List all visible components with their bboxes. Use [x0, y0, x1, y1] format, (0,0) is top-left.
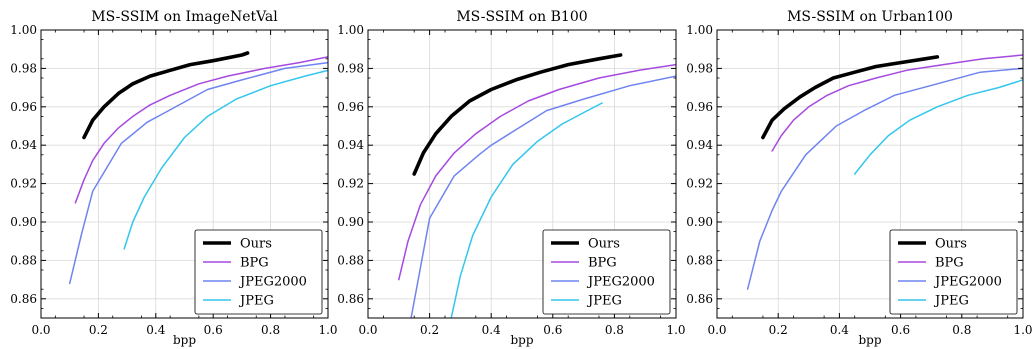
y-tick-label: 0.88: [10, 253, 37, 267]
x-tick-label: 1.0: [318, 323, 337, 337]
x-tick-label: 0.8: [952, 323, 971, 337]
x-tick-label: 0.0: [358, 323, 377, 337]
y-tick-label: 0.92: [337, 177, 364, 191]
legend-label-ours: Ours: [588, 237, 620, 252]
y-tick-label: 0.88: [686, 253, 713, 267]
legend-label-bpg: BPG: [240, 256, 269, 271]
x-tick-label: 0.6: [204, 323, 223, 337]
x-axis-label: bpp: [510, 333, 533, 347]
x-axis-label: bpp: [173, 333, 196, 347]
x-tick-label: 0.6: [891, 323, 910, 337]
chart-title: MS-SSIM on Urban100: [787, 9, 953, 25]
series-line-jpeg2000: [410, 75, 676, 318]
y-tick-label: 0.88: [337, 253, 364, 267]
x-tick-label: 0.8: [605, 323, 624, 337]
x-tick-label: 0.4: [830, 323, 849, 337]
legend: Ours BPG JPEG2000 JPEG: [542, 229, 671, 315]
x-tick-label: 0.2: [89, 323, 108, 337]
y-tick-label: 0.90: [686, 215, 713, 229]
legend-label-ours: Ours: [240, 237, 272, 252]
series-line-ours: [82, 51, 250, 140]
y-tick-label: 0.86: [686, 292, 713, 306]
x-tick-label: 1.0: [1013, 323, 1032, 337]
legend-label-jpeg2000: JPEG2000: [933, 275, 1002, 290]
x-tick-label: 0.4: [482, 323, 501, 337]
legend-box: [889, 229, 1018, 315]
series-line-jpeg2000: [68, 61, 328, 285]
series-line-ours: [761, 55, 940, 140]
series-line-bpg: [771, 54, 1023, 152]
series-line-jpeg: [853, 79, 1023, 175]
series-line-ours: [412, 53, 623, 176]
y-tick-label: 1.00: [10, 23, 37, 37]
y-tick-label: 0.94: [686, 138, 713, 152]
y-tick-label: 0.94: [10, 138, 37, 152]
x-tick-label: 0.2: [769, 323, 788, 337]
y-tick-label: 0.98: [337, 61, 364, 75]
series-line-jpeg: [123, 69, 328, 250]
series-line-jpeg: [450, 102, 603, 318]
x-tick-label: 0.4: [146, 323, 165, 337]
x-tick-label: 0.0: [707, 323, 726, 337]
x-tick-label: 0.8: [261, 323, 280, 337]
series-group: [68, 51, 328, 285]
y-tick-label: 1.00: [337, 23, 364, 37]
x-axis-label: bpp: [858, 333, 881, 347]
legend-label-jpeg2000: JPEG2000: [238, 275, 307, 290]
legend-box: [542, 229, 671, 315]
y-tick-label: 0.86: [10, 292, 37, 306]
chart-title: MS-SSIM on B100: [456, 9, 587, 25]
y-tick-label: 0.92: [10, 177, 37, 191]
legend-label-jpeg2000: JPEG2000: [586, 275, 655, 290]
chart-panel-b100: 0.0 0.2 0.4 0.6 0.8 1.0 0.86 0.88 0.90 0.92 0.94 0.…: [337, 9, 685, 347]
legend-label-bpg: BPG: [588, 256, 617, 271]
chart-title: MS-SSIM on ImageNetVal: [91, 9, 278, 25]
legend-box: [194, 229, 323, 315]
x-tick-label: 0.2: [420, 323, 439, 337]
series-group: [398, 53, 676, 318]
y-tick-label: 0.98: [10, 61, 37, 75]
y-tick-label: 0.86: [337, 292, 364, 306]
x-tick-label: 1.0: [666, 323, 685, 337]
legend-label-bpg: BPG: [935, 256, 964, 271]
y-tick-label: 0.92: [686, 177, 713, 191]
y-tick-label: 0.94: [337, 138, 364, 152]
series-line-jpeg2000: [746, 67, 1023, 290]
legend: Ours BPG JPEG2000 JPEG: [194, 229, 323, 315]
x-tick-label: 0.0: [31, 323, 50, 337]
legend-label-jpeg: JPEG: [933, 294, 969, 309]
y-tick-label: 0.96: [337, 100, 364, 114]
legend-label-ours: Ours: [935, 237, 967, 252]
y-tick-label: 0.90: [10, 215, 37, 229]
y-tick-label: 0.96: [10, 100, 37, 114]
legend-label-jpeg: JPEG: [586, 294, 622, 309]
y-tick-label: 0.96: [686, 100, 713, 114]
series-group: [746, 54, 1023, 290]
legend: Ours BPG JPEG2000 JPEG: [889, 229, 1018, 315]
chart-panel-urban100: 0.0 0.2 0.4 0.6 0.8 1.0 0.86 0.88 0.90 0.92 0.94 0.…: [686, 9, 1032, 347]
y-tick-label: 0.90: [337, 215, 364, 229]
y-tick-label: 1.00: [686, 23, 713, 37]
series-line-bpg: [398, 63, 676, 281]
series-line-bpg: [74, 56, 328, 204]
legend-label-jpeg: JPEG: [238, 294, 274, 309]
y-tick-label: 0.98: [686, 61, 713, 75]
x-tick-label: 0.6: [543, 323, 562, 337]
chart-panel-imagenetval: 0.0 0.2 0.4 0.6 0.8 1.0 0.86 0.88 0.90 0.92 0.94 0.…: [10, 9, 337, 347]
